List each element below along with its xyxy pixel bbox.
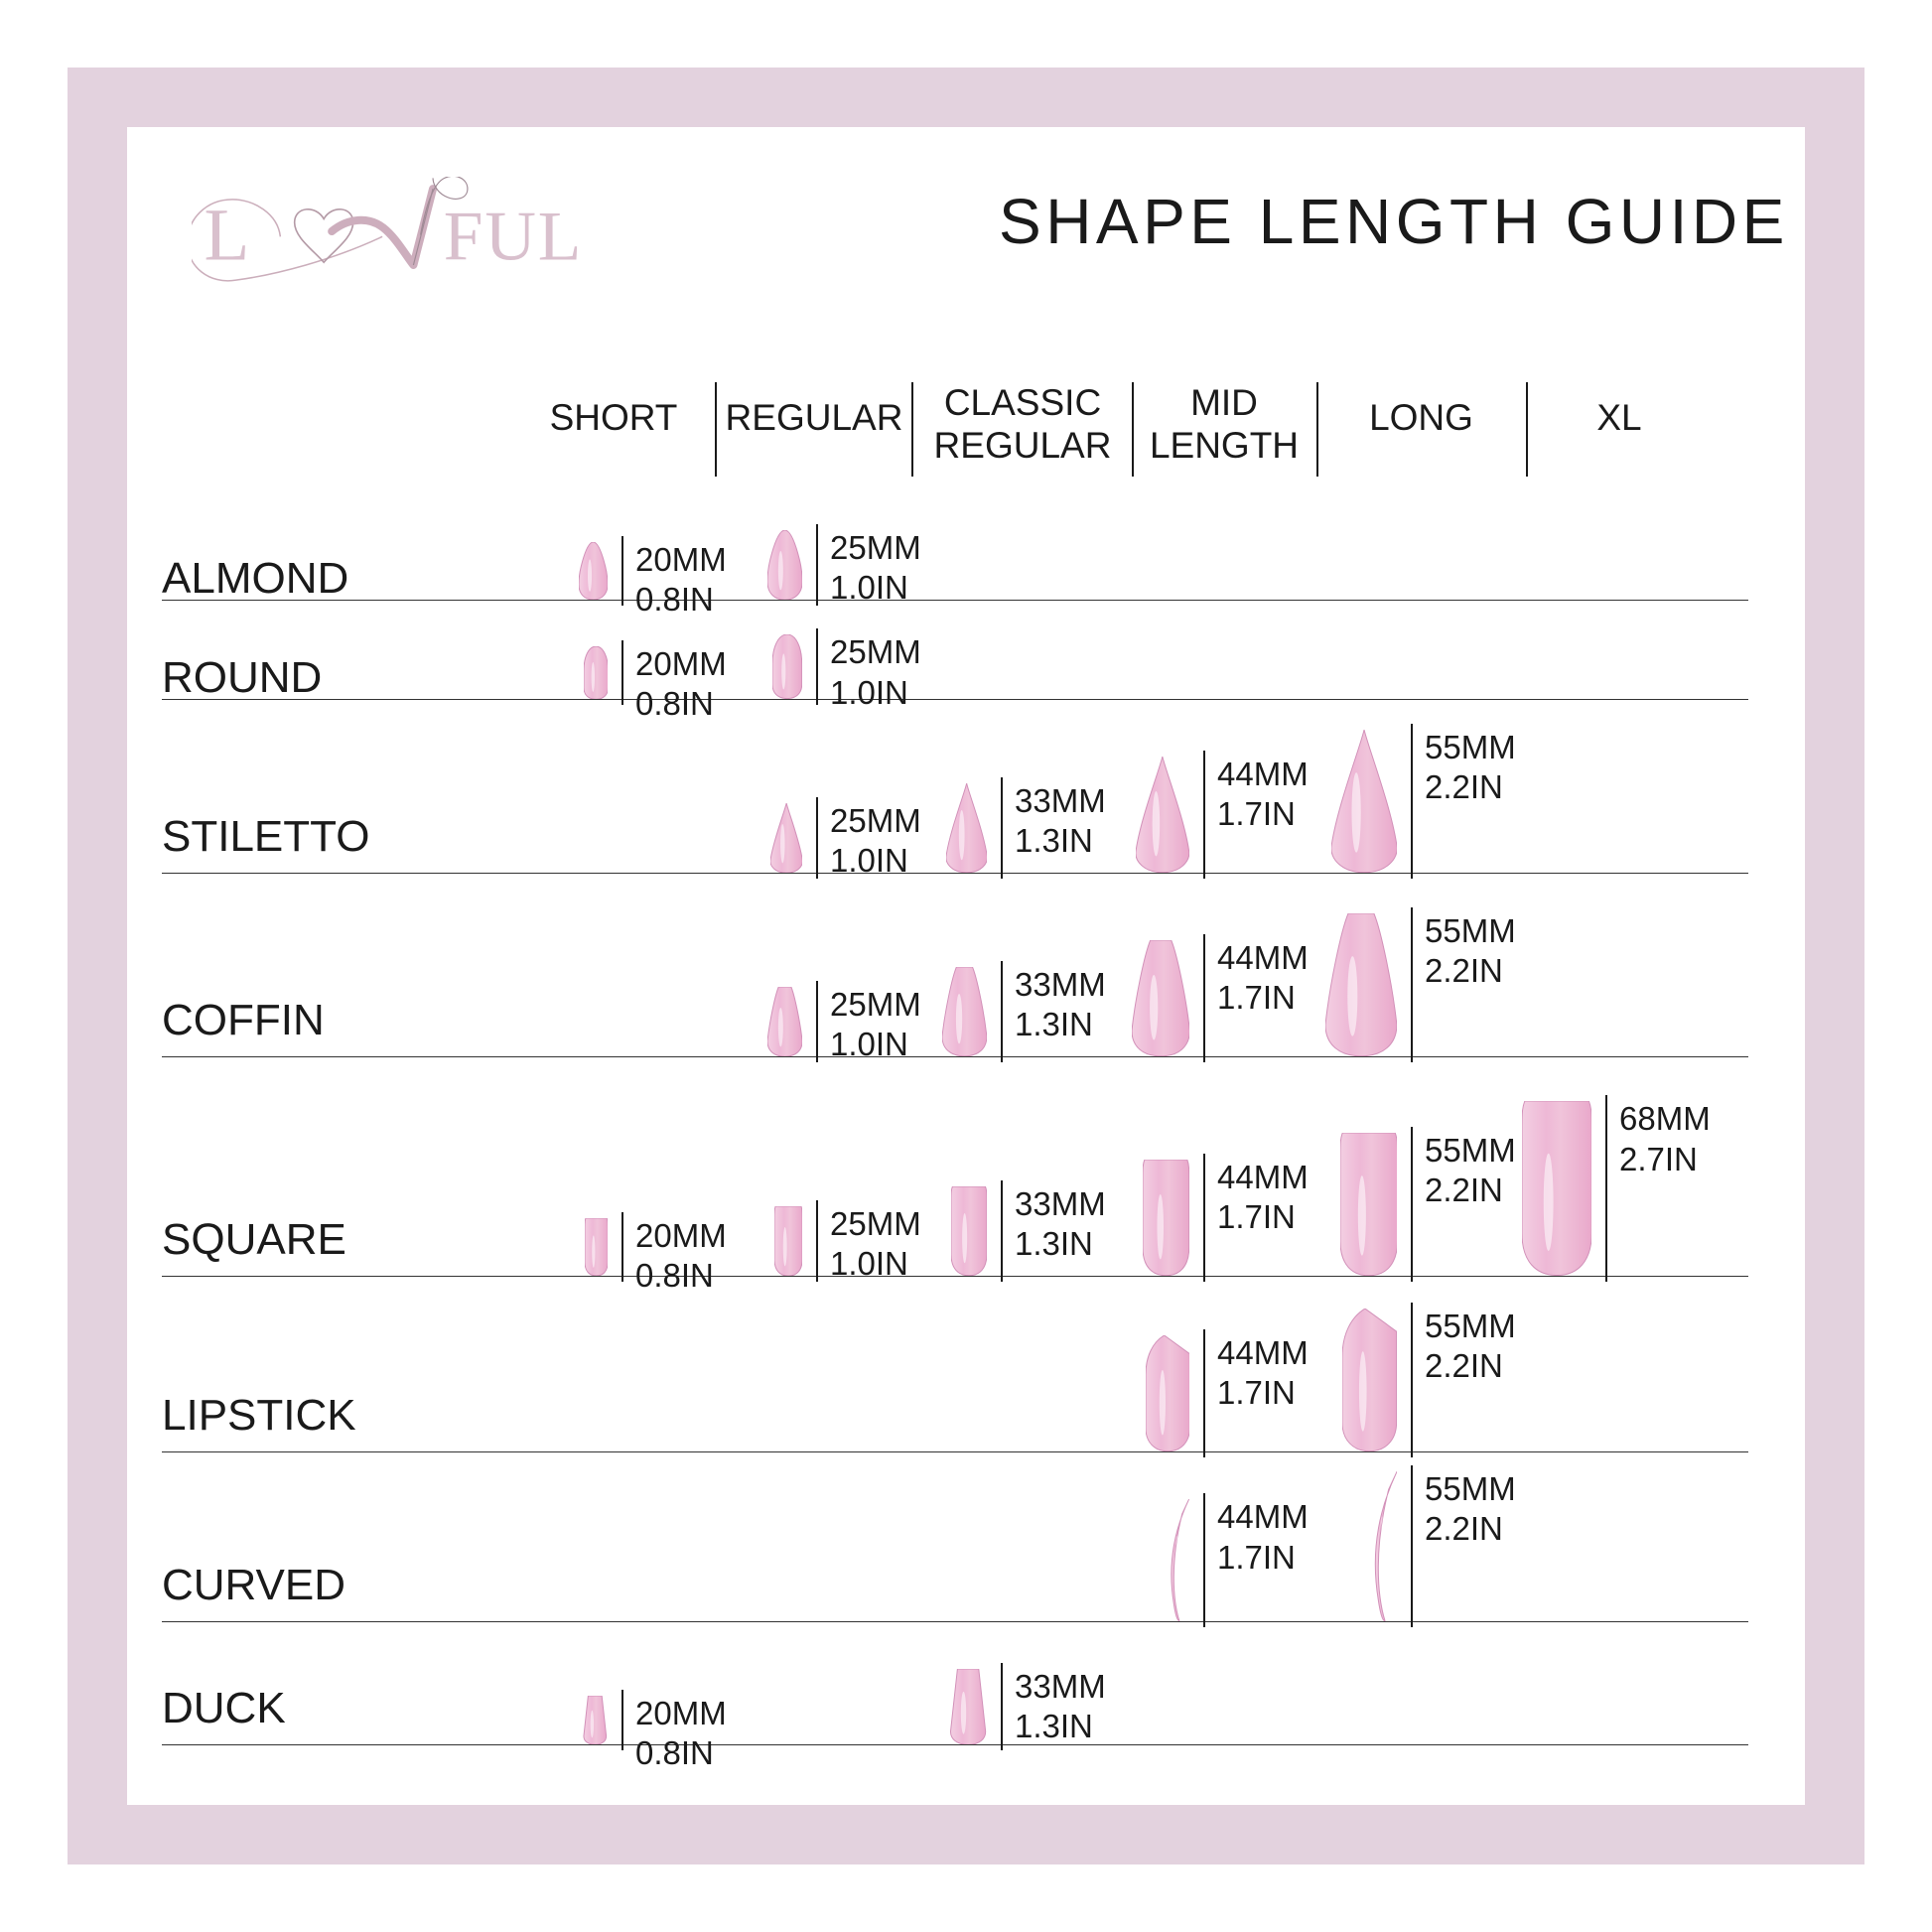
svg-text:FUL: FUL [444,198,583,276]
svg-text:L: L [205,195,250,277]
